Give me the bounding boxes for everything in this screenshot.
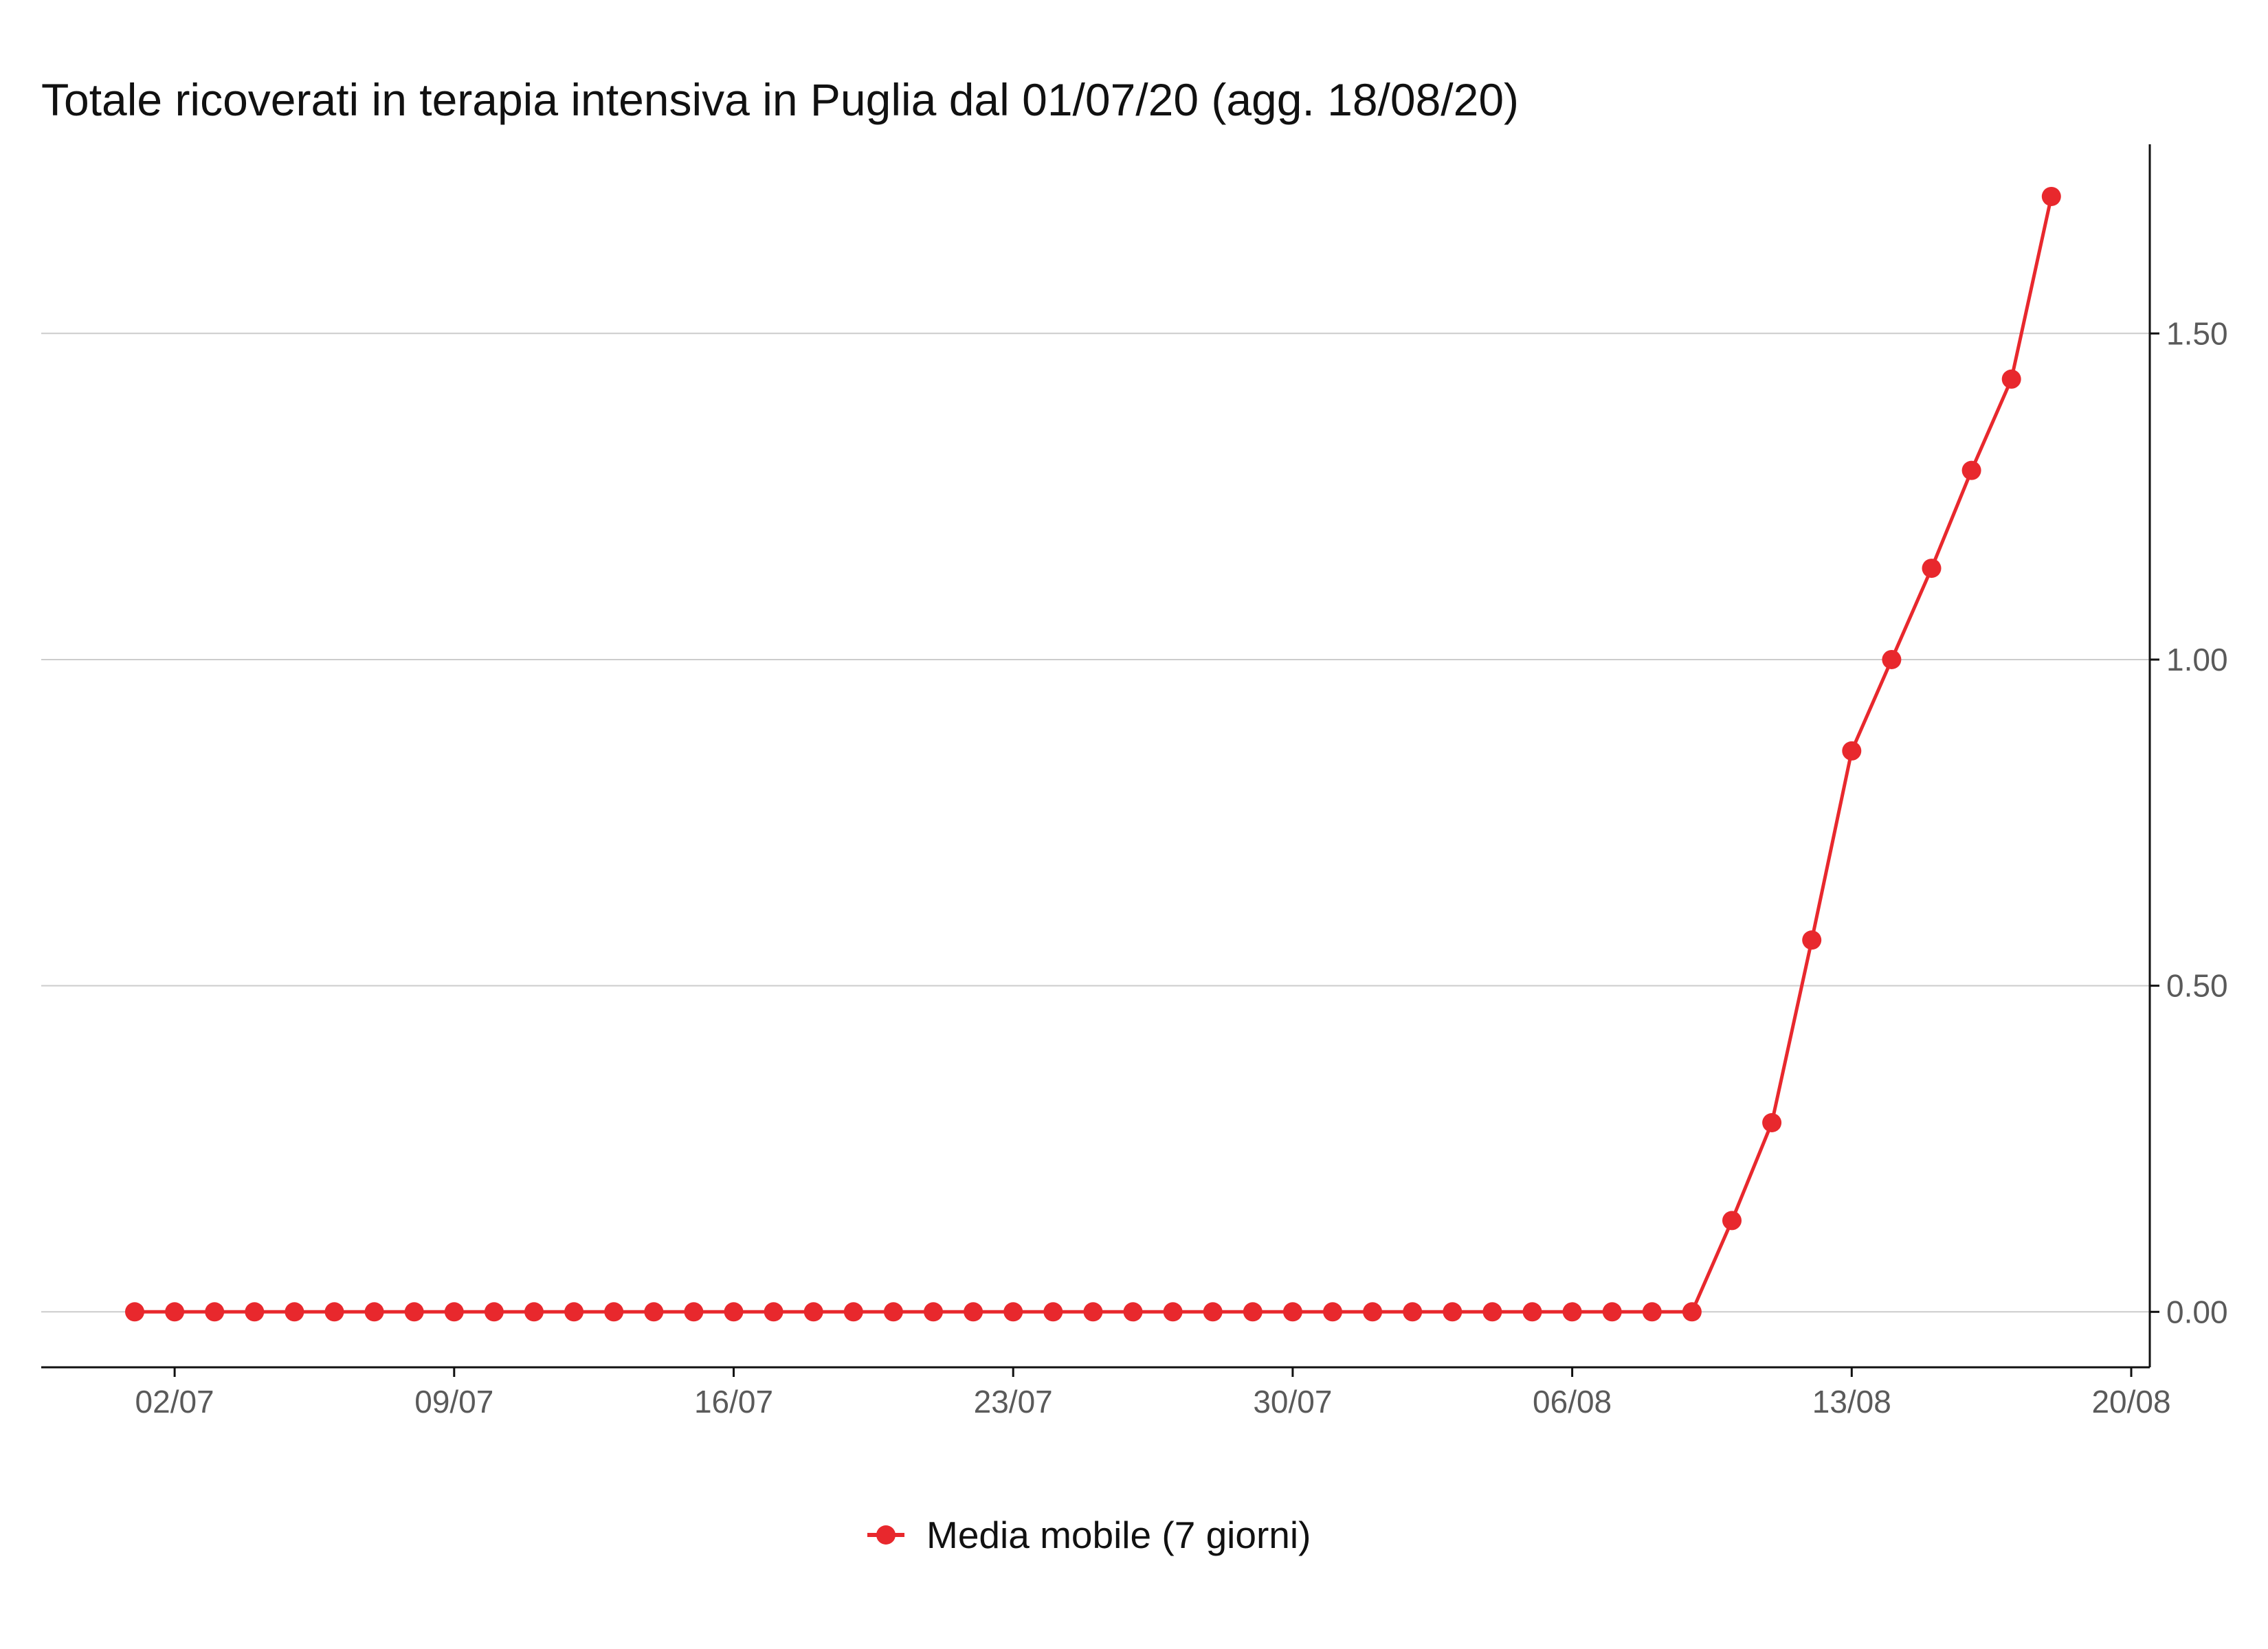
gridlines (41, 333, 2150, 1313)
series-line (135, 196, 2054, 1314)
data-point (883, 1302, 903, 1322)
x-tick-label: 23/07 (974, 1384, 1053, 1420)
data-point (1762, 1113, 1782, 1132)
data-point (1922, 559, 1942, 579)
data-point (604, 1302, 624, 1322)
data-point (1602, 1302, 1622, 1322)
legend: Media mobile (7 giorni) (867, 1514, 1311, 1556)
x-tick-label: 16/07 (694, 1384, 773, 1420)
x-tick-label: 06/08 (1533, 1384, 1612, 1420)
data-point (924, 1302, 943, 1322)
data-point (2041, 186, 2061, 206)
x-tick-label: 30/07 (1253, 1384, 1332, 1420)
data-point (1083, 1302, 1103, 1322)
data-point (1243, 1302, 1263, 1322)
data-point (964, 1302, 983, 1322)
data-point (1123, 1302, 1143, 1322)
data-point (684, 1302, 704, 1322)
data-point (245, 1302, 265, 1322)
data-point (1323, 1302, 1342, 1322)
data-point (1203, 1302, 1223, 1322)
data-point (1802, 930, 1822, 950)
legend-marker-swatch (876, 1525, 896, 1545)
data-point (1443, 1302, 1463, 1322)
data-point (1722, 1211, 1742, 1231)
data-point (843, 1302, 863, 1322)
data-point (1482, 1302, 1502, 1322)
data-point (125, 1302, 144, 1322)
data-point (803, 1302, 823, 1322)
data-point (1043, 1302, 1063, 1322)
data-point (324, 1302, 344, 1322)
y-tick-label: 0.50 (2166, 968, 2228, 1004)
y-tick-label: 1.00 (2166, 642, 2228, 677)
legend-label: Media mobile (7 giorni) (926, 1514, 1311, 1556)
data-point (1363, 1302, 1383, 1322)
data-point (205, 1302, 225, 1322)
data-point (404, 1302, 424, 1322)
data-point (1003, 1302, 1023, 1322)
data-point (1562, 1302, 1582, 1322)
data-point (764, 1302, 783, 1322)
data-point (444, 1302, 464, 1322)
data-point (484, 1302, 504, 1322)
data-point (1682, 1302, 1702, 1322)
x-tick-label: 13/08 (1812, 1384, 1891, 1420)
series-layer (125, 186, 2061, 1322)
data-point (524, 1302, 544, 1322)
data-point (1642, 1302, 1662, 1322)
y-tick-label: 1.50 (2166, 315, 2228, 351)
data-point (1282, 1302, 1302, 1322)
axes: 0.00 0.50 1.00 1.50 02/07 09/07 16/07 23/07 30/0… (41, 144, 2228, 1420)
data-point (724, 1302, 744, 1322)
data-point (1522, 1302, 1542, 1322)
data-point (1882, 649, 1902, 669)
data-point (1403, 1302, 1423, 1322)
x-tick-label: 20/08 (2091, 1384, 2170, 1420)
data-point (564, 1302, 584, 1322)
data-point (165, 1302, 185, 1322)
data-point (285, 1302, 304, 1322)
y-tick-label: 0.00 (2166, 1294, 2228, 1330)
chart-title: Totale ricoverati in terapia intensiva i… (41, 74, 1519, 125)
data-point (1842, 741, 1862, 761)
data-point (644, 1302, 664, 1322)
data-point (364, 1302, 384, 1322)
x-tick-label: 09/07 (414, 1384, 493, 1420)
data-point (1961, 460, 1981, 480)
x-tick-label: 02/07 (135, 1384, 214, 1420)
data-point (1163, 1302, 1183, 1322)
data-point (2001, 369, 2021, 389)
